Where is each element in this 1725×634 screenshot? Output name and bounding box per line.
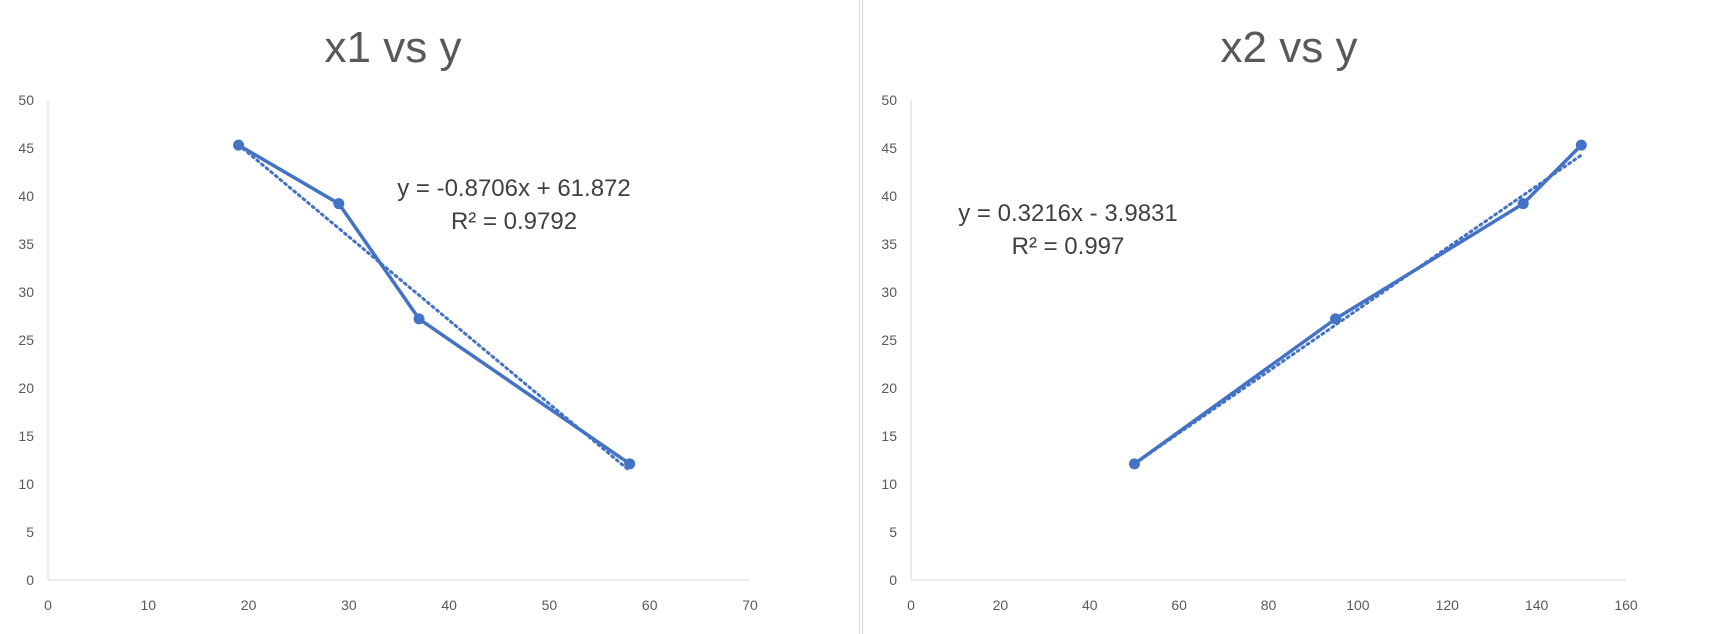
chart-x2-vs-y: x2 vs y 0 5 10 15 20 25 30 35 40 45 50 0 20 40 60 80 10… <box>881 23 1638 613</box>
y-tick-label: 45 <box>881 140 897 156</box>
x-tick-label: 60 <box>642 597 658 613</box>
y-tick-label: 30 <box>18 284 34 300</box>
x-tick-label: 30 <box>341 597 357 613</box>
x-tick-label: 160 <box>1614 597 1638 613</box>
chart-panel-x1-vs-y: x1 vs y 0 5 10 15 20 25 30 35 40 45 50 0 10 20 30 40 50… <box>0 0 860 634</box>
data-point <box>233 139 245 151</box>
x-tick-label: 140 <box>1525 597 1549 613</box>
chart-x1-vs-y: x1 vs y 0 5 10 15 20 25 30 35 40 45 50 0 10 20 30 40 50… <box>18 23 758 613</box>
x-tick-label: 100 <box>1346 597 1370 613</box>
y-tick-label: 25 <box>881 332 897 348</box>
y-tick-label: 15 <box>881 428 897 444</box>
data-point <box>1575 139 1587 151</box>
x-tick-label: 70 <box>742 597 758 613</box>
y-tick-label: 10 <box>881 476 897 492</box>
r-squared-label: R² = 0.997 <box>1012 233 1125 260</box>
y-tick-label: 40 <box>18 188 34 204</box>
y-tick-label: 5 <box>889 524 897 540</box>
y-tick-label: 5 <box>26 524 34 540</box>
y-tick-label: 0 <box>889 572 897 588</box>
chart-panel-x2-vs-y: x2 vs y 0 5 10 15 20 25 30 35 40 45 50 0 20 40 60 80 10… <box>862 0 1725 634</box>
y-tick-label: 25 <box>18 332 34 348</box>
y-tick-label: 50 <box>18 92 34 108</box>
data-point <box>624 458 636 470</box>
trendline-equation: y = -0.8706x + 61.872 <box>397 175 631 202</box>
x-tick-label: 10 <box>140 597 156 613</box>
data-point <box>413 313 425 325</box>
data-point <box>333 198 345 210</box>
series-line <box>1133 143 1583 466</box>
y-tick-label: 30 <box>881 284 897 300</box>
y-tick-label: 20 <box>881 380 897 396</box>
x-tick-label: 40 <box>1082 597 1098 613</box>
x-tick-label: 40 <box>441 597 457 613</box>
data-point <box>1128 458 1140 470</box>
x-tick-label: 120 <box>1436 597 1460 613</box>
x-tick-label: 50 <box>542 597 558 613</box>
trendline <box>237 143 632 473</box>
y-tick-label: 10 <box>18 476 34 492</box>
x-tick-label: 20 <box>241 597 257 613</box>
y-tick-label: 20 <box>18 380 34 396</box>
x-tick-label: 60 <box>1171 597 1187 613</box>
y-tick-label: 15 <box>18 428 34 444</box>
r-squared-label: R² = 0.9792 <box>451 208 577 235</box>
y-tick-label: 35 <box>18 236 34 252</box>
data-point <box>1517 198 1529 210</box>
trendline-equation: y = 0.3216x - 3.9831 <box>958 200 1178 227</box>
series-line <box>237 143 631 466</box>
x-tick-label: 0 <box>907 597 915 613</box>
y-tick-label: 50 <box>881 92 897 108</box>
chart-title: x2 vs y <box>1221 23 1358 72</box>
x-tick-label: 80 <box>1261 597 1277 613</box>
x-tick-label: 20 <box>993 597 1009 613</box>
chart-title: x1 vs y <box>325 23 462 72</box>
y-tick-label: 45 <box>18 140 34 156</box>
data-point <box>1330 313 1342 325</box>
y-tick-label: 40 <box>881 188 897 204</box>
x-tick-label: 0 <box>44 597 52 613</box>
trendline <box>1132 153 1583 466</box>
y-tick-label: 0 <box>26 572 34 588</box>
y-tick-label: 35 <box>881 236 897 252</box>
